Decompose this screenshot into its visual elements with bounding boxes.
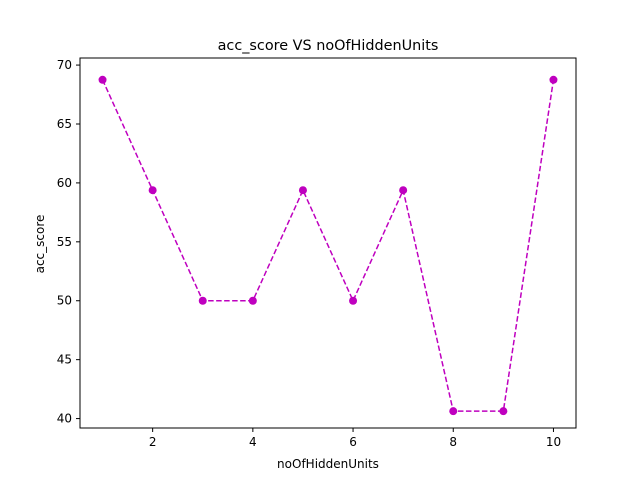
data-point <box>449 407 458 416</box>
x-tick-label: 6 <box>349 435 357 449</box>
y-tick-label: 60 <box>57 176 72 190</box>
y-tick-label: 50 <box>57 294 72 308</box>
axis-ticks: 2 4 6 8 10 40 45 50 55 60 65 70 <box>57 58 561 449</box>
x-tick-label: 10 <box>546 435 561 449</box>
x-tick-label: 2 <box>149 435 157 449</box>
data-point <box>148 186 157 195</box>
y-tick-label: 65 <box>57 117 72 131</box>
data-point <box>349 296 358 305</box>
y-tick-label: 45 <box>57 353 72 367</box>
x-tick-label: 4 <box>249 435 257 449</box>
y-tick-label: 55 <box>57 235 72 249</box>
x-tick-label: 8 <box>449 435 457 449</box>
y-axis-label: acc_score <box>33 215 47 274</box>
data-point <box>298 186 307 195</box>
data-point <box>549 75 558 84</box>
series-line <box>101 79 555 412</box>
series-layer <box>98 75 558 416</box>
x-axis-label: noOfHiddenUnits <box>277 457 379 471</box>
y-tick-label: 40 <box>57 412 72 426</box>
data-point <box>98 75 107 84</box>
plot-area-frame <box>79 57 577 429</box>
data-point <box>198 296 207 305</box>
data-point <box>399 186 408 195</box>
data-point <box>248 296 257 305</box>
chart-title: acc_score VS noOfHiddenUnits <box>218 38 439 54</box>
data-point <box>499 407 508 416</box>
y-tick-label: 70 <box>57 58 72 72</box>
